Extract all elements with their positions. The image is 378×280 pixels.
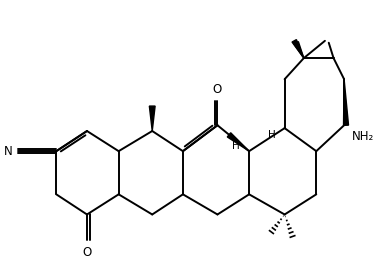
- Polygon shape: [292, 39, 304, 58]
- Polygon shape: [294, 42, 304, 58]
- Text: N: N: [4, 145, 13, 158]
- Text: NH₂: NH₂: [352, 130, 374, 143]
- Polygon shape: [227, 133, 249, 151]
- Text: H: H: [232, 141, 240, 151]
- Polygon shape: [149, 106, 155, 131]
- Text: O: O: [82, 246, 91, 259]
- Text: H: H: [268, 130, 276, 140]
- Text: O: O: [213, 83, 222, 95]
- Polygon shape: [344, 79, 349, 125]
